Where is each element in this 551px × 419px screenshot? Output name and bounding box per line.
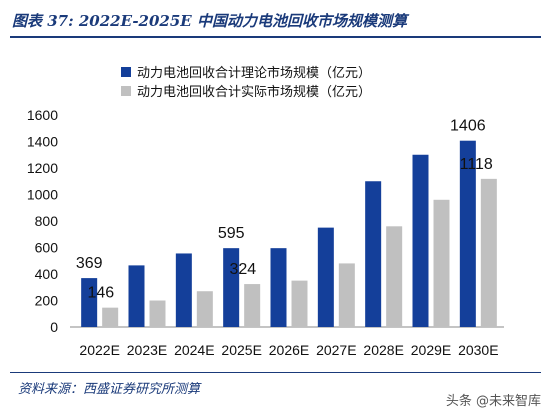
bar-theoretical: [223, 248, 240, 327]
x-tick-label: 2030E: [458, 342, 498, 358]
y-tick-label: 400: [35, 266, 59, 282]
bar-theoretical: [317, 227, 334, 327]
y-tick-label: 1400: [27, 134, 58, 150]
bar-actual: [291, 280, 308, 327]
bar-theoretical: [459, 140, 476, 327]
y-tick-label: 800: [35, 213, 59, 229]
x-tick-label: 2029E: [411, 342, 451, 358]
bar-theoretical: [128, 265, 145, 327]
data-label: 146: [87, 285, 114, 302]
data-label: 1118: [460, 156, 493, 173]
bar-actual: [196, 291, 213, 327]
y-tick-label: 1000: [27, 187, 58, 203]
top-cut-fragment: [0, 0, 551, 4]
legend-swatch: [121, 67, 131, 77]
bar-theoretical: [81, 278, 98, 327]
x-tick-label: 2027E: [316, 342, 356, 358]
bar-theoretical: [412, 154, 429, 327]
data-label: 1406: [450, 118, 486, 135]
bar-theoretical: [365, 181, 382, 327]
bar-actual: [386, 226, 403, 327]
bar-actual: [102, 307, 119, 327]
y-tick-label: 1200: [27, 160, 58, 176]
bar-actual: [480, 178, 497, 327]
x-tick-label: 2026E: [269, 342, 309, 358]
figure-title: 图表 37: 2022E-2025E 中国动力电池回收市场规模测算: [12, 12, 407, 30]
y-tick-label: 200: [35, 293, 59, 309]
data-label: 369: [76, 255, 103, 272]
bar-actual: [244, 284, 261, 327]
source-rule: [10, 372, 541, 373]
x-tick-label: 2022E: [79, 342, 119, 358]
y-tick-label: 1600: [27, 107, 58, 123]
x-tick-label: 2025E: [221, 342, 261, 358]
x-tick-label: 2024E: [174, 342, 214, 358]
y-tick-label: 600: [35, 240, 59, 256]
chart-svg: 动力电池回收合计理论市场规模（亿元） 动力电池回收合计实际市场规模（亿元） 0 200…: [27, 65, 504, 358]
bar-theoretical: [175, 253, 192, 327]
chart-area: 动力电池回收合计理论市场规模（亿元） 动力电池回收合计实际市场规模（亿元） 0 200…: [0, 40, 551, 370]
x-tick-label: 2023E: [127, 342, 167, 358]
bar-actual: [433, 199, 450, 327]
legend-label: 动力电池回收合计理论市场规模（亿元）: [137, 65, 371, 80]
data-label: 595: [218, 225, 245, 242]
bar-actual: [338, 263, 355, 327]
bar-theoretical: [270, 248, 287, 327]
source-note: 资料来源：西盛证券研究所测算: [18, 382, 201, 397]
watermark: 头条 @未来智库: [445, 394, 541, 409]
legend-swatch: [121, 86, 131, 96]
data-label: 324: [229, 261, 256, 278]
x-tick-label: 2028E: [363, 342, 403, 358]
legend-label: 动力电池回收合计实际市场规模（亿元）: [137, 84, 371, 99]
bar-actual: [149, 300, 166, 327]
y-tick-label: 0: [50, 319, 58, 335]
title-rule: [10, 36, 541, 38]
